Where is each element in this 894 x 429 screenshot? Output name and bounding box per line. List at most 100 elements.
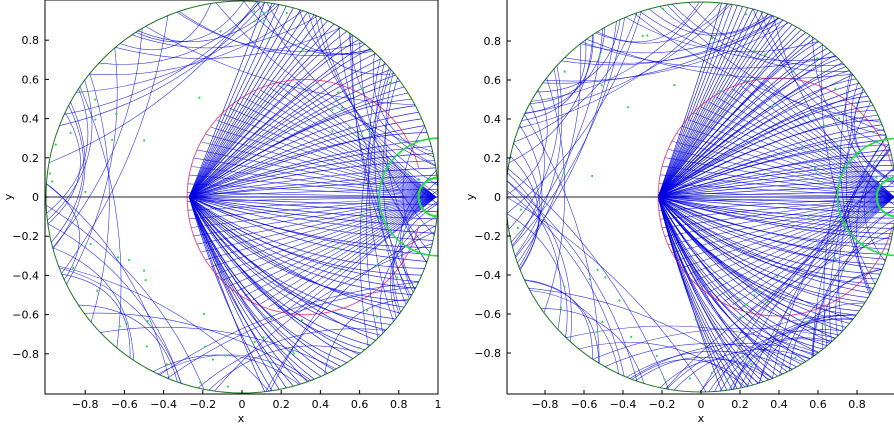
reflected-chord (565, 325, 819, 354)
fan-ray (708, 196, 894, 293)
fan-ray (216, 196, 437, 274)
fan-ray (665, 157, 894, 198)
ray (657, 196, 783, 375)
ray (188, 196, 308, 382)
ray (657, 196, 748, 387)
reflected-chord (747, 208, 894, 387)
marker-dot (646, 34, 649, 37)
marker-dot (836, 146, 839, 149)
ray (657, 29, 802, 198)
ray (188, 196, 391, 325)
reflected-chord (152, 354, 300, 385)
reflected-chord (243, 0, 373, 56)
marker-dot (199, 381, 202, 384)
fan-ray (662, 165, 894, 198)
y-tick-label: −0.4 (474, 269, 501, 282)
marker-dot (89, 242, 92, 246)
marker-dot (744, 303, 748, 306)
reflected-chord (850, 81, 894, 183)
focus-arc (417, 176, 438, 218)
marker-dot (745, 79, 748, 83)
ray (188, 125, 425, 198)
ray (657, 3, 722, 198)
reflected-chord (540, 308, 645, 384)
reflected-chord (515, 21, 617, 258)
marker-dot (823, 124, 826, 127)
reflected-chord (629, 343, 817, 379)
marker-dot (341, 106, 344, 109)
ray (657, 15, 774, 198)
marker-dot (598, 55, 601, 58)
ray (657, 10, 759, 198)
reflected-chord (58, 265, 270, 392)
reflected-chord (639, 11, 837, 61)
fan-ray (268, 86, 437, 198)
reflected-chord (752, 8, 890, 149)
reflected-chord (507, 168, 669, 390)
marker-dot (262, 336, 265, 339)
focus-arc (836, 137, 894, 257)
ray (657, 22, 788, 198)
marker-dot (588, 278, 591, 281)
ray (657, 3, 728, 198)
ray (657, 19, 783, 198)
reflected-chord (208, 345, 361, 391)
marker-dot (72, 266, 75, 270)
reflected-chord (732, 338, 831, 390)
marker-dot (357, 346, 360, 349)
marker-dot (339, 269, 342, 272)
x-tick-label: 0.2 (731, 398, 749, 411)
marker-dot (331, 108, 334, 111)
fan-ray (767, 80, 894, 198)
ray (188, 43, 365, 198)
fan-ray (708, 101, 894, 198)
ray (657, 196, 743, 388)
marker-dot (269, 318, 273, 321)
ray (657, 196, 866, 303)
marker-dot (563, 171, 566, 174)
convergence-fan (658, 80, 894, 314)
focus-arc (378, 137, 438, 257)
reflected-chord (47, 223, 182, 384)
reflected-chord (564, 20, 784, 64)
reflected-chord (78, 304, 178, 383)
reflected-chord (59, 2, 266, 126)
reflected-chord (524, 279, 593, 360)
marker-dot (842, 269, 846, 272)
x-tick-label: 0.8 (848, 398, 866, 411)
marker-dot (211, 358, 214, 361)
ray (657, 196, 891, 245)
marker-dot (591, 174, 594, 178)
reflected-chord (789, 302, 865, 371)
ray (657, 62, 843, 198)
marker-dot (563, 285, 566, 288)
reflected-chord (700, 194, 894, 393)
fan-ray (740, 85, 894, 198)
ray (188, 196, 404, 308)
fan-ray (668, 196, 894, 245)
fan-ray (236, 196, 437, 292)
reflected-chord (507, 196, 707, 393)
reflected-chord (529, 290, 620, 374)
marker-dot (710, 371, 714, 375)
left-x-ticks: −0.8 −0.6 −0.4 −0.2 0 0.2 0.4 0.6 0.8 1 (72, 390, 442, 411)
reflected-chord (524, 279, 600, 364)
ray (188, 153, 433, 198)
reflected-chord (46, 183, 80, 280)
fan-ray (749, 196, 894, 311)
marker-dot (386, 206, 389, 209)
marker-dot (563, 70, 566, 73)
marker-dot (361, 87, 364, 90)
x-tick-label: 0.4 (312, 398, 330, 411)
ray (657, 17, 778, 198)
marker-dot (688, 377, 691, 380)
caustic-curve (657, 77, 893, 317)
fan-ray (758, 196, 894, 313)
reflected-chord (700, 329, 843, 393)
fan-ray (191, 166, 437, 198)
marker-dot (824, 323, 827, 326)
reflected-chord (659, 6, 769, 34)
fan-ray (277, 196, 437, 310)
ray (188, 9, 301, 198)
ray (657, 196, 860, 312)
